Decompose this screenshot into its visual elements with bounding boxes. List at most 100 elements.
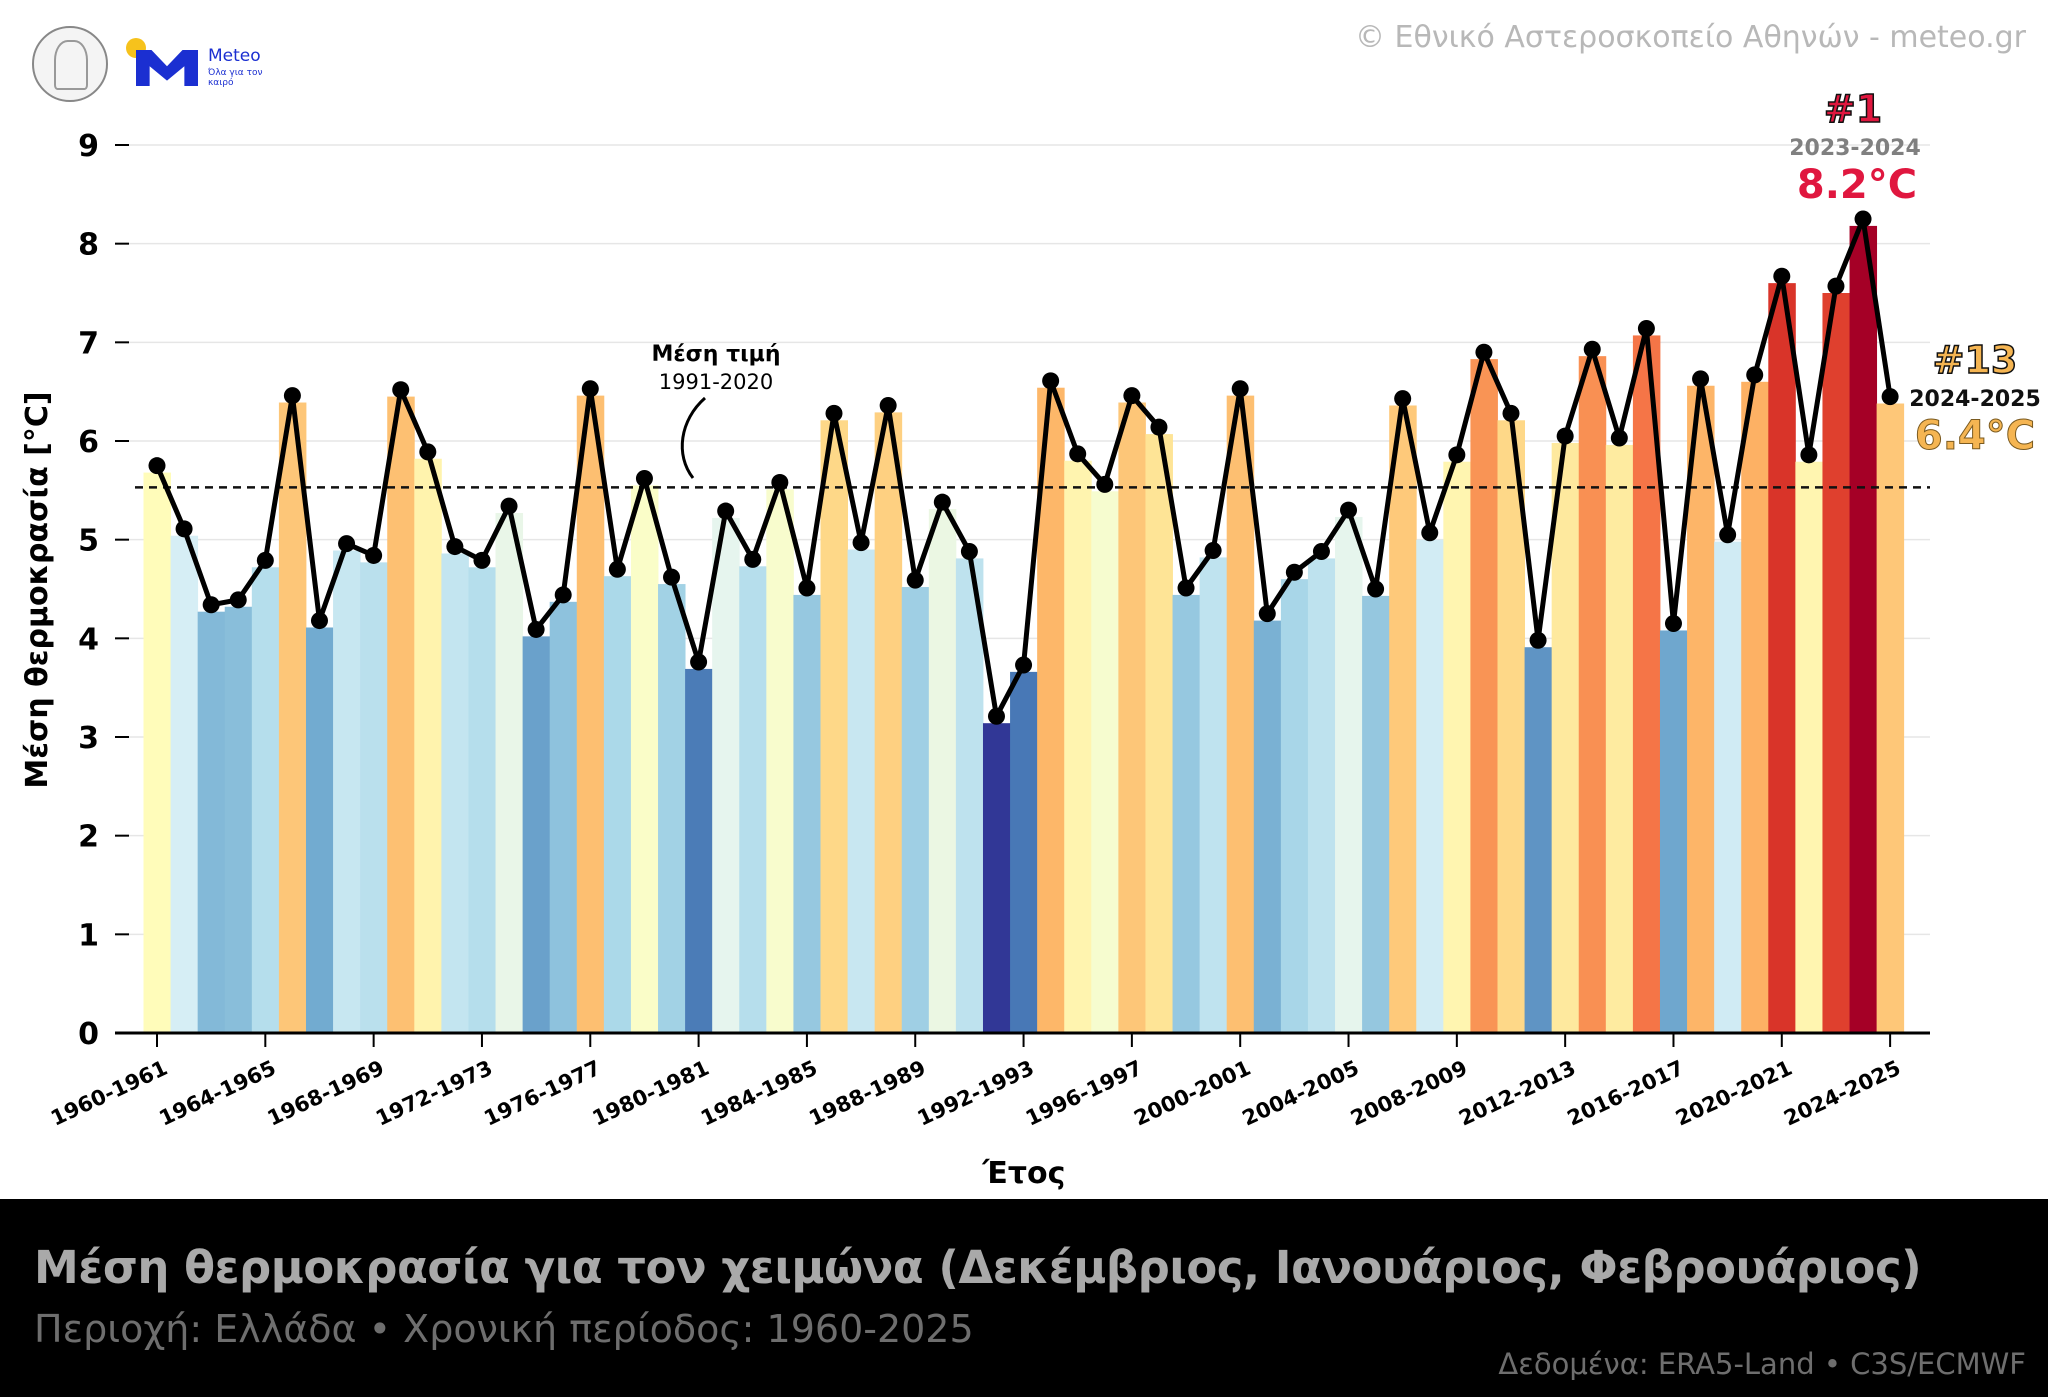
bar [576,395,605,1033]
bar [1876,403,1905,1033]
y-tick-label: 4 [78,622,99,657]
bar [1551,442,1580,1033]
record-value: 8.2°C [1797,162,1917,208]
bar [1172,594,1201,1033]
reference-label-title: Μέση τιμή [651,342,780,367]
data-point [1719,526,1737,544]
data-point [1015,656,1033,674]
data-point [446,538,464,556]
data-point [1746,366,1764,384]
y-tick-label: 8 [78,228,99,263]
x-tick-label: 1980-1981 [589,1056,713,1131]
x-tick-label: 2008-2009 [1347,1056,1471,1131]
data-points [148,210,1899,725]
bar [1226,395,1255,1033]
data-point [310,612,328,630]
data-point [202,596,220,614]
bar [170,535,199,1033]
data-point [1556,427,1574,445]
data-point [1204,542,1222,560]
bar [739,566,767,1033]
y-tick-label: 3 [78,721,99,756]
data-point [1285,563,1303,581]
data-point [744,550,762,568]
data-point [825,404,843,422]
y-axis-label: Μέση θερμοκρασία [°C] [20,391,55,788]
bar [1822,293,1850,1033]
y-tick-label: 0 [78,1017,99,1052]
bar [630,485,659,1033]
bar [1443,461,1471,1034]
data-point [1312,543,1330,561]
meteo-m-icon [136,50,198,86]
bar [1389,405,1417,1034]
bar [441,553,469,1033]
bar [1118,402,1146,1033]
bar [1416,539,1444,1033]
data-point [338,535,356,553]
bar [522,636,551,1033]
bar [1849,225,1878,1033]
bar [1795,461,1823,1034]
x-tick-label: 1968-1969 [264,1056,388,1131]
bar [251,567,280,1033]
bar [387,396,415,1034]
data-point [229,591,247,609]
bar [305,627,334,1033]
data-point [1096,475,1114,493]
y-tick-label: 9 [78,129,99,164]
bar [1199,557,1228,1033]
latest-rank: #13 [1933,338,2018,382]
data-point [365,546,383,564]
bar [414,458,442,1033]
record-rank: #1 [1824,87,1882,131]
data-point [1502,404,1520,422]
bar [1497,420,1525,1033]
x-tick-label: 1992-1993 [914,1056,1038,1131]
data-point [798,579,816,597]
y-tick-label: 6 [78,425,99,460]
bar [847,549,876,1033]
bar [1768,283,1796,1034]
x-tick-label: 2012-2013 [1455,1056,1579,1131]
data-point [1475,343,1493,361]
data-point [1637,320,1655,338]
bar [1335,516,1363,1033]
data-point [392,381,410,399]
bar [1524,647,1553,1033]
data-point [690,653,708,671]
x-tick-label: 2000-2001 [1130,1056,1254,1131]
bar [1064,460,1092,1033]
bar [1659,630,1688,1033]
data-point [608,560,626,578]
bar [712,517,740,1033]
data-point [1258,605,1276,623]
y-tick-label: 1 [78,918,99,953]
x-tick-label: 1964-1965 [155,1056,279,1131]
data-point [283,387,301,405]
bar [1687,385,1715,1033]
bar [197,611,226,1033]
x-tick-label: 1972-1973 [372,1056,496,1131]
bar [766,489,794,1033]
footer-banner: Μέση θερμοκρασία για τον χειμώνα (Δεκέμβ… [0,1199,2048,1397]
bar [468,567,496,1033]
bar [1741,381,1769,1033]
data-point [175,520,193,538]
latest-season: 2024-2025 [1909,387,2041,412]
data-point [1773,267,1791,285]
data-point [906,571,924,589]
data-point [663,568,681,586]
bar [982,723,1011,1033]
bar [603,576,632,1033]
data-point [1881,388,1899,406]
reference-label-period: 1991-2020 [659,370,773,394]
data-point [1394,390,1412,408]
data-point [1231,380,1249,398]
bar [955,558,984,1033]
x-tick-label: 2020-2021 [1672,1056,1796,1131]
data-point [1800,446,1818,464]
data-point [1854,210,1872,228]
data-point [554,586,572,604]
